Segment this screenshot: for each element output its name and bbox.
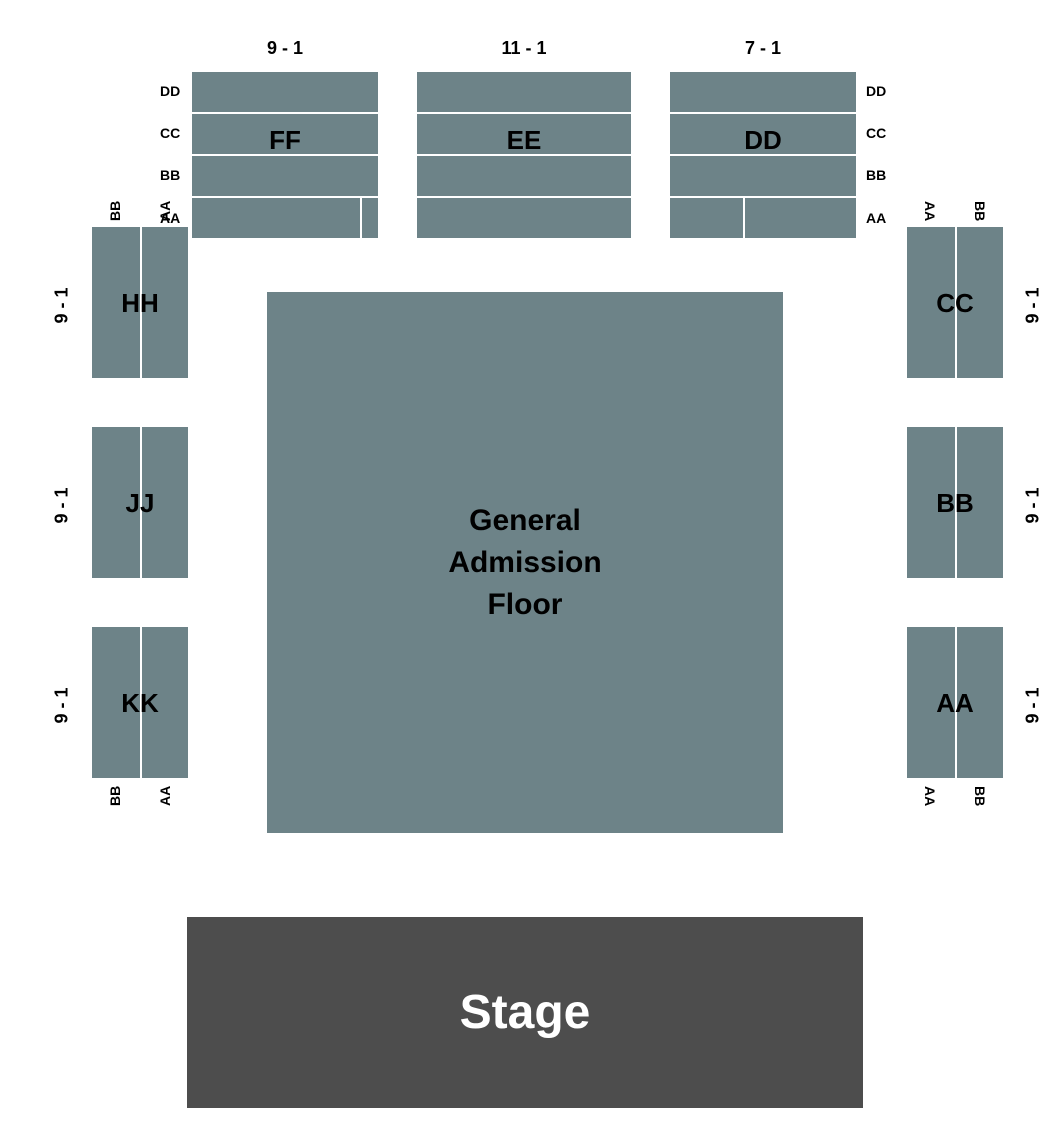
seat-range-dd: 7 - 1 xyxy=(668,38,858,59)
seat-range-jj: 9 - 1 xyxy=(52,483,73,523)
col-label: BB xyxy=(107,201,123,221)
stage[interactable]: Stage xyxy=(185,915,865,1110)
row-label: BB xyxy=(866,167,886,183)
col-label: AA xyxy=(157,786,173,806)
seat-range-bb: 9 - 1 xyxy=(1023,483,1044,523)
seat-range-ff: 9 - 1 xyxy=(190,38,380,59)
section-label-jj: JJ xyxy=(90,488,190,519)
section-label-ff: FF xyxy=(190,125,380,156)
section-label-hh: HH xyxy=(90,288,190,319)
seating-chart: Stage General Admission Floor FF 9 - 1 DD CC B… xyxy=(0,0,1050,1132)
seat-range-ee: 11 - 1 xyxy=(415,38,633,59)
row-label: CC xyxy=(160,125,180,141)
row-label: CC xyxy=(866,125,886,141)
floor-label: General Admission Floor xyxy=(448,500,601,626)
row-label: DD xyxy=(160,83,180,99)
section-label-dd: DD xyxy=(668,125,858,156)
col-label: BB xyxy=(972,201,988,221)
section-label-bb: BB xyxy=(905,488,1005,519)
stage-label: Stage xyxy=(460,985,591,1040)
row-label: AA xyxy=(866,210,886,226)
row-label: DD xyxy=(866,83,886,99)
row-label: BB xyxy=(160,167,180,183)
section-label-aa: AA xyxy=(905,688,1005,719)
col-label: AA xyxy=(922,201,938,221)
section-label-ee: EE xyxy=(415,125,633,156)
seat-range-hh: 9 - 1 xyxy=(52,283,73,323)
seat-range-kk: 9 - 1 xyxy=(52,683,73,723)
col-label: AA xyxy=(922,786,938,806)
seat-range-cc: 9 - 1 xyxy=(1023,283,1044,323)
section-label-cc: CC xyxy=(905,288,1005,319)
col-label: BB xyxy=(972,786,988,806)
seat-range-aa: 9 - 1 xyxy=(1023,683,1044,723)
col-label: BB xyxy=(107,786,123,806)
general-admission-floor[interactable]: General Admission Floor xyxy=(265,290,785,835)
col-label: AA xyxy=(157,201,173,221)
section-label-kk: KK xyxy=(90,688,190,719)
